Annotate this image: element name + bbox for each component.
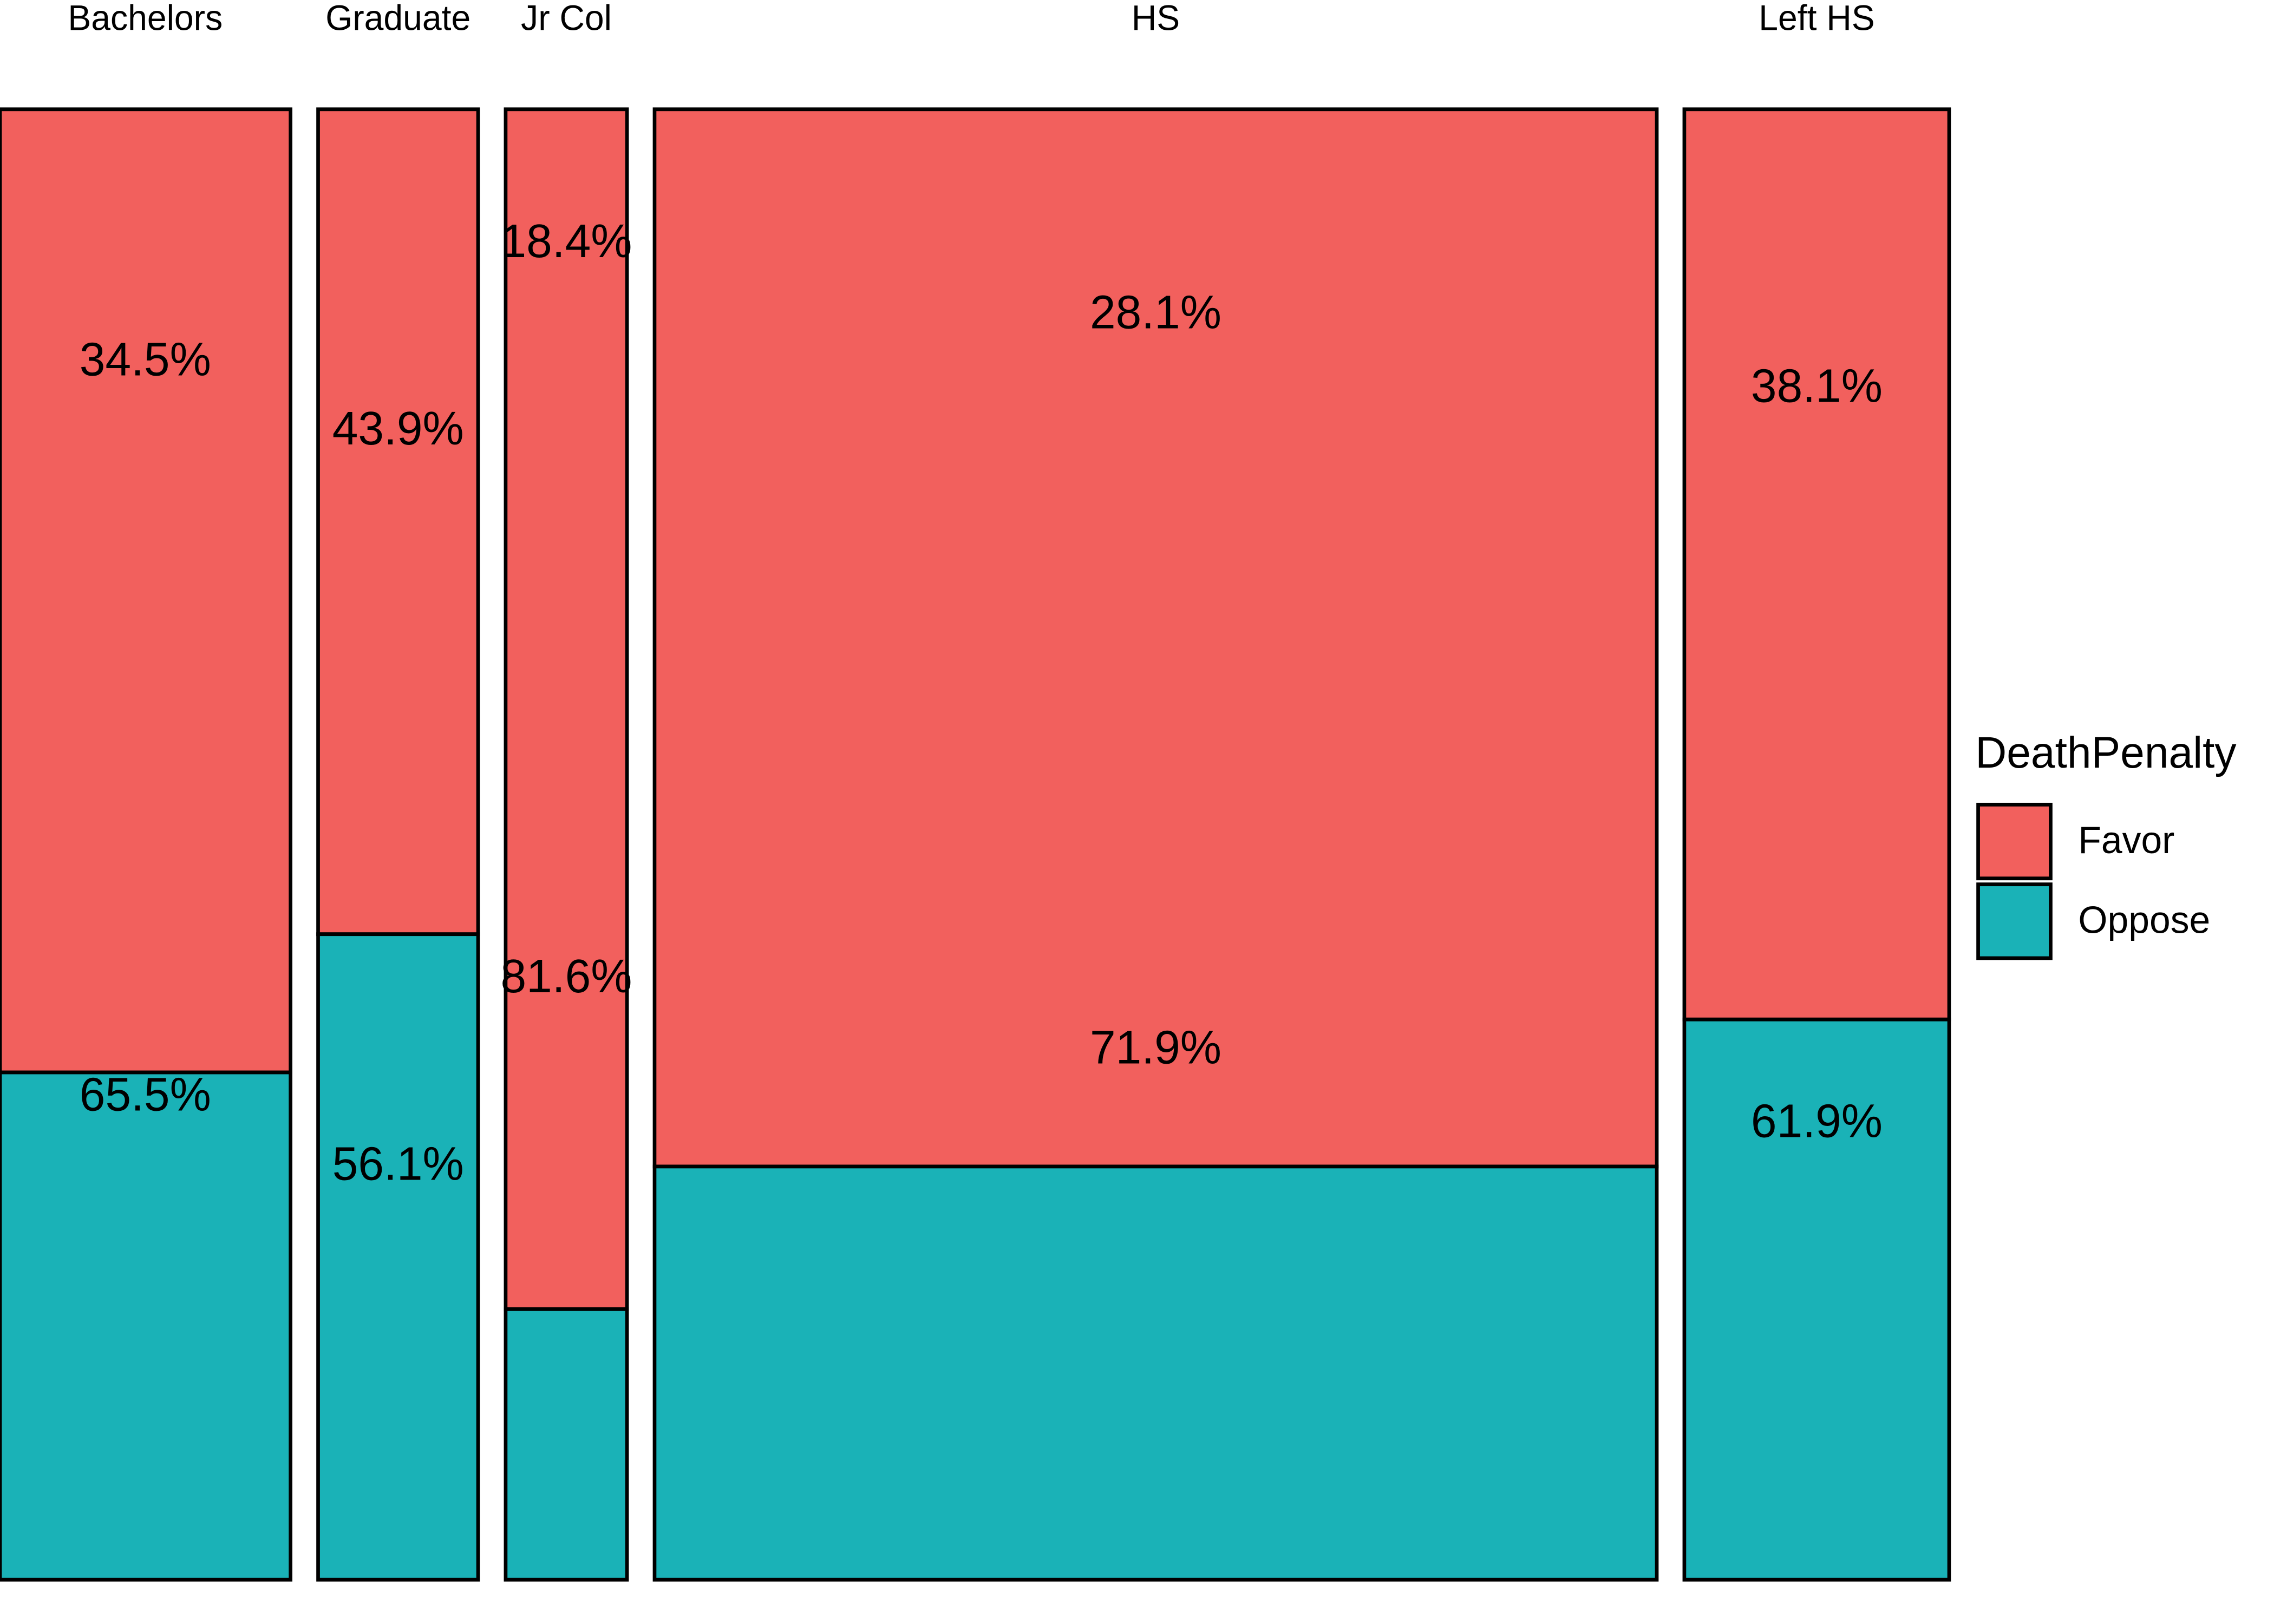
legend-label: Favor bbox=[2078, 818, 2174, 861]
mosaic-cell bbox=[652, 1164, 1659, 1582]
value-label: 43.9% bbox=[332, 402, 464, 455]
value-label: 18.4% bbox=[500, 215, 632, 267]
mosaic-cell bbox=[0, 1070, 292, 1582]
value-label: 38.1% bbox=[1751, 360, 1883, 412]
value-label: 81.6% bbox=[500, 950, 632, 1003]
column-label: Graduate bbox=[325, 0, 471, 38]
legend-label: Oppose bbox=[2078, 898, 2210, 941]
mosaic-cell bbox=[504, 107, 629, 1311]
mosaic-cell bbox=[652, 107, 1659, 1169]
mosaic-cell bbox=[1682, 107, 1951, 1021]
mosaic-cell bbox=[316, 932, 480, 1582]
value-label: 65.5% bbox=[80, 1069, 211, 1121]
value-label: 61.9% bbox=[1751, 1095, 1883, 1148]
value-label: 28.1% bbox=[1090, 286, 1221, 339]
value-label: 34.5% bbox=[80, 333, 211, 386]
legend-title: DeathPenalty bbox=[1975, 728, 2237, 777]
column-label: HS bbox=[1132, 0, 1180, 38]
mosaic-cell bbox=[1682, 1017, 1951, 1582]
column-label: Bachelors bbox=[68, 0, 223, 38]
legend-swatch bbox=[1976, 882, 2053, 960]
column-label: Left HS bbox=[1759, 0, 1874, 38]
value-label: 71.9% bbox=[1090, 1021, 1221, 1074]
mosaic-cell bbox=[0, 107, 292, 1075]
column-label: Jr Col bbox=[521, 0, 612, 38]
mosaic-cell bbox=[316, 107, 480, 937]
mosaic-cell bbox=[504, 1307, 629, 1582]
legend-swatch bbox=[1976, 802, 2053, 881]
value-label: 56.1% bbox=[332, 1138, 464, 1190]
